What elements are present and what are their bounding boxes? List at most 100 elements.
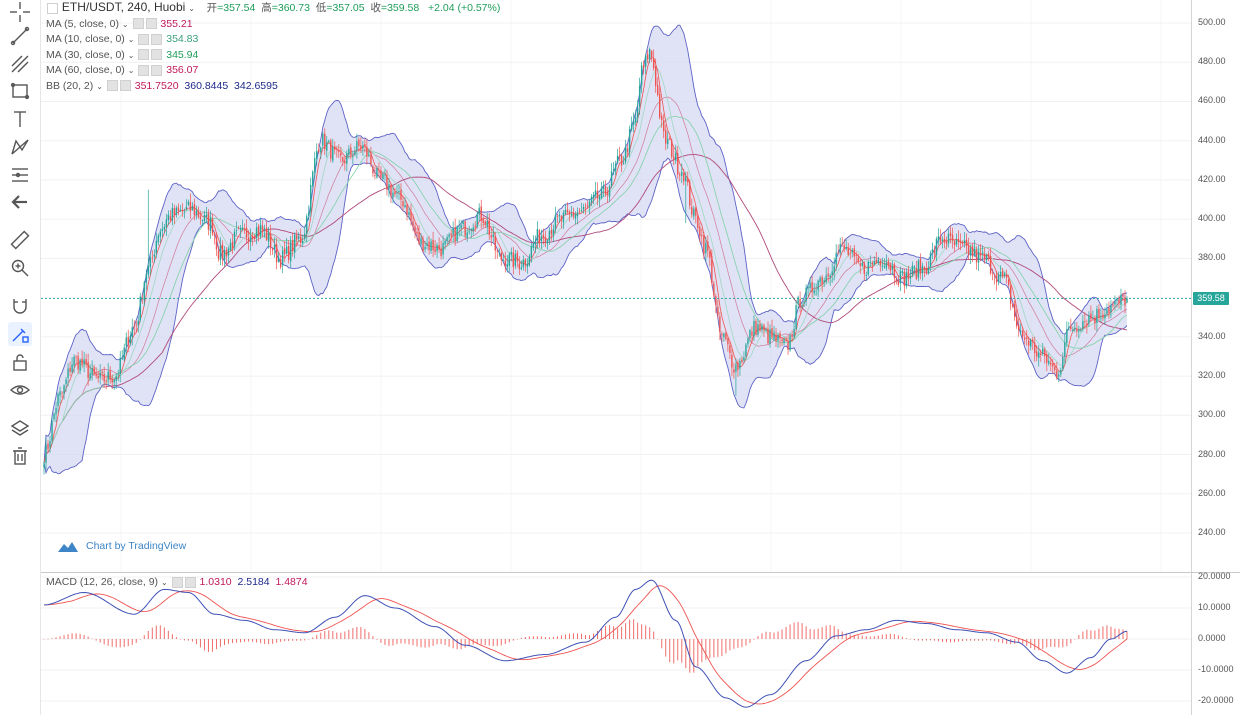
candle[interactable] [512, 246, 515, 275]
candle[interactable] [1100, 308, 1102, 322]
candle[interactable] [45, 437, 47, 471]
candle[interactable] [610, 162, 613, 189]
candle[interactable] [646, 49, 649, 64]
back-arrow-icon[interactable] [8, 190, 32, 214]
candle[interactable] [961, 240, 964, 246]
candle[interactable] [295, 229, 298, 247]
candle[interactable] [163, 224, 166, 234]
candle[interactable] [1120, 288, 1122, 311]
candle[interactable] [139, 292, 141, 323]
candle[interactable] [815, 283, 817, 296]
candle[interactable] [831, 263, 833, 283]
candle[interactable] [508, 251, 510, 272]
candle[interactable] [340, 146, 342, 163]
candle[interactable] [951, 227, 954, 249]
candle[interactable] [386, 169, 388, 196]
candle[interactable] [185, 199, 188, 211]
candle[interactable] [913, 265, 916, 275]
candle[interactable] [522, 255, 525, 271]
candle[interactable] [328, 139, 330, 144]
candle[interactable] [215, 232, 218, 257]
candle[interactable] [895, 276, 898, 285]
candle[interactable] [638, 77, 641, 115]
candle[interactable] [839, 237, 841, 256]
candle[interactable] [761, 323, 763, 333]
candle[interactable] [1040, 349, 1042, 362]
candle[interactable] [420, 233, 422, 247]
candle[interactable] [1118, 295, 1120, 309]
candle[interactable] [937, 228, 940, 246]
candle[interactable] [456, 225, 458, 243]
candle[interactable] [859, 258, 861, 274]
settings-icon[interactable] [171, 576, 183, 588]
candle[interactable] [809, 277, 811, 293]
candle[interactable] [380, 166, 382, 181]
candle[interactable] [588, 199, 591, 215]
candle[interactable] [851, 247, 853, 258]
candle[interactable] [819, 275, 821, 286]
candle[interactable] [334, 141, 336, 155]
candle[interactable] [891, 260, 894, 276]
candle[interactable] [1036, 345, 1038, 362]
candle[interactable] [1046, 351, 1048, 372]
candle[interactable] [135, 320, 137, 334]
candle[interactable] [556, 213, 559, 223]
candle[interactable] [157, 233, 160, 246]
candle[interactable] [149, 253, 151, 276]
candle[interactable] [596, 182, 599, 206]
candle[interactable] [235, 221, 238, 236]
candle[interactable] [795, 299, 797, 331]
candle[interactable] [677, 145, 679, 179]
candle[interactable] [963, 232, 966, 248]
candle[interactable] [1096, 305, 1098, 332]
candle[interactable] [817, 279, 819, 297]
candle[interactable] [442, 235, 444, 260]
candle[interactable] [606, 186, 609, 203]
candle[interactable] [973, 239, 976, 258]
candle[interactable] [103, 366, 105, 387]
candle[interactable] [1020, 323, 1022, 336]
candle[interactable] [344, 155, 346, 171]
candle[interactable] [219, 237, 222, 266]
candle[interactable] [510, 247, 512, 262]
candle[interactable] [799, 291, 801, 313]
candle[interactable] [372, 164, 374, 177]
candle[interactable] [767, 321, 769, 345]
candle[interactable] [1054, 362, 1056, 375]
candle[interactable] [652, 49, 655, 71]
candle[interactable] [1066, 321, 1068, 348]
candle[interactable] [67, 363, 69, 387]
candle[interactable] [634, 109, 637, 126]
candle[interactable] [775, 327, 777, 348]
candle[interactable] [879, 258, 882, 272]
candle[interactable] [558, 211, 561, 223]
candle[interactable] [249, 228, 252, 252]
unlock-icon[interactable] [8, 350, 32, 374]
chevron-down-icon[interactable]: ⌄ [121, 19, 129, 29]
candle[interactable] [416, 227, 418, 241]
candle[interactable] [833, 257, 835, 281]
candle[interactable] [1028, 336, 1030, 355]
candle[interactable] [562, 210, 565, 229]
candle[interactable] [63, 384, 65, 400]
candle[interactable] [572, 207, 575, 220]
candle[interactable] [965, 233, 968, 254]
candle[interactable] [133, 320, 135, 335]
candle[interactable] [699, 222, 701, 242]
candle[interactable] [279, 255, 282, 270]
candle[interactable] [85, 353, 87, 368]
candle[interactable] [614, 160, 617, 176]
candle[interactable] [612, 161, 615, 175]
candle[interactable] [275, 238, 278, 270]
candle[interactable] [464, 220, 466, 240]
candle[interactable] [727, 335, 729, 352]
candle[interactable] [548, 227, 551, 245]
candle[interactable] [933, 245, 936, 259]
candle[interactable] [229, 238, 232, 252]
candle[interactable] [787, 334, 789, 355]
candle[interactable] [671, 138, 673, 160]
candle[interactable] [865, 271, 867, 281]
indicator-ma5[interactable]: MA (5, close, 0) ⌄ 355.21 [46, 17, 500, 33]
candle[interactable] [396, 185, 398, 199]
candle[interactable] [1003, 272, 1006, 279]
